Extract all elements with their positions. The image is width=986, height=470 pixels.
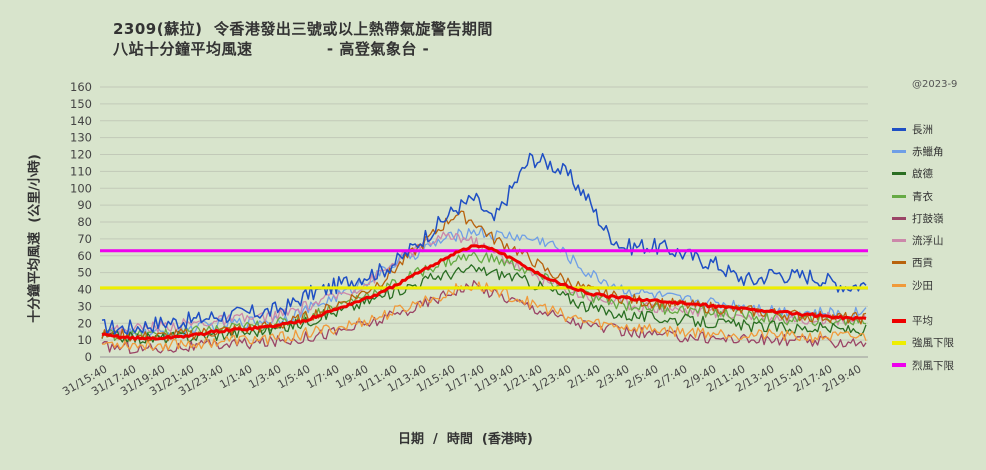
x-tick-label: 1/7:40 <box>304 362 341 391</box>
legend-spacer <box>892 296 954 309</box>
series-lines <box>100 152 868 354</box>
y-tick-label: 90 <box>77 198 92 212</box>
y-tick-label: 80 <box>77 215 92 229</box>
y-tick-label: 110 <box>70 164 92 178</box>
legend-label: 赤鱲角 <box>912 145 944 158</box>
legend-item: 平均 <box>892 309 954 331</box>
legend-swatch <box>892 194 906 198</box>
chart-title-line2: 八站十分鐘平均風速 - 高登氣象台 - <box>113 40 430 58</box>
legend-swatch <box>892 283 906 287</box>
x-tick-label: 2/5:40 <box>623 362 660 391</box>
series-line <box>101 231 867 337</box>
legend-label: 西貢 <box>912 257 933 270</box>
y-tick-label: 30 <box>77 299 92 313</box>
grid <box>100 86 868 358</box>
x-ticks: 31/15:4031/17:4031/19:4031/21:4031/23:40… <box>60 362 863 398</box>
x-tick-label: 2/7:40 <box>652 362 689 391</box>
series-line <box>101 152 867 336</box>
x-axis-label: 日期 / 時間 (香港時) <box>398 432 533 447</box>
legend-item: 長洲 <box>892 118 954 140</box>
legend-item: 打鼓嶺 <box>892 207 954 229</box>
legend-swatch <box>892 340 906 345</box>
y-tick-label: 40 <box>77 283 92 297</box>
x-tick-label: 1/3:40 <box>246 362 283 391</box>
x-tick-label: 2/1:40 <box>565 362 602 391</box>
legend-swatch <box>892 149 906 153</box>
y-tick-label: 140 <box>70 114 92 128</box>
y-tick-label: 20 <box>77 316 92 330</box>
y-tick-label: 150 <box>70 97 92 111</box>
legend-swatch <box>892 239 906 243</box>
legend: 長洲赤鱲角啟德青衣打鼓嶺流浮山西貢沙田平均強風下限烈風下限 <box>892 118 954 376</box>
x-tick-label: 2/3:40 <box>594 362 631 391</box>
x-tick-label: 1/5:40 <box>275 362 312 391</box>
x-tick-label: 1/1:40 <box>217 362 254 391</box>
y-tick-label: 0 <box>85 350 92 364</box>
legend-item: 青衣 <box>892 185 954 207</box>
legend-label: 長洲 <box>912 123 933 136</box>
legend-item: 強風下限 <box>892 332 954 354</box>
legend-swatch <box>892 318 906 323</box>
legend-item: 赤鱲角 <box>892 140 954 162</box>
y-tick-label: 50 <box>77 266 92 280</box>
legend-swatch <box>892 261 906 265</box>
legend-item: 西貢 <box>892 252 954 274</box>
series-line <box>101 244 867 341</box>
y-tick-label: 70 <box>77 232 92 246</box>
series-line <box>102 281 867 351</box>
legend-label: 打鼓嶺 <box>912 212 944 225</box>
legend-swatch <box>892 363 906 368</box>
y-tick-label: 160 <box>70 80 92 94</box>
y-axis-label: 十分鐘平均風速 (公里/小時) <box>27 154 43 323</box>
legend-label: 強風下限 <box>912 337 954 350</box>
series-line <box>101 280 867 354</box>
y-tick-label: 130 <box>70 131 92 145</box>
legend-item: 沙田 <box>892 274 954 296</box>
y-tick-label: 120 <box>70 148 92 162</box>
chart-title-line1: 2309(蘇拉) 令香港發出三號或以上熱帶氣旋警告期間 <box>113 20 493 38</box>
legend-item: 流浮山 <box>892 229 954 251</box>
series-line <box>101 251 867 342</box>
y-tick-label: 10 <box>77 333 92 347</box>
legend-swatch <box>892 172 906 176</box>
legend-label: 流浮山 <box>912 235 944 248</box>
legend-label: 沙田 <box>912 279 933 292</box>
legend-item: 烈風下限 <box>892 354 954 376</box>
legend-label: 平均 <box>912 315 933 328</box>
legend-label: 青衣 <box>912 190 933 203</box>
y-tick-label: 60 <box>77 249 92 263</box>
legend-label: 烈風下限 <box>912 359 954 372</box>
legend-item: 啟德 <box>892 163 954 185</box>
legend-swatch <box>892 216 906 220</box>
copyright-note: @2023-9 <box>912 79 958 90</box>
y-ticks: 0 10 20 30 40 50 60 70 80 90 100 110 120 130 140 150 160 <box>70 80 92 364</box>
series-line <box>101 210 867 342</box>
legend-label: 啟德 <box>912 168 933 181</box>
y-tick-label: 100 <box>70 181 92 195</box>
legend-swatch <box>892 127 906 131</box>
